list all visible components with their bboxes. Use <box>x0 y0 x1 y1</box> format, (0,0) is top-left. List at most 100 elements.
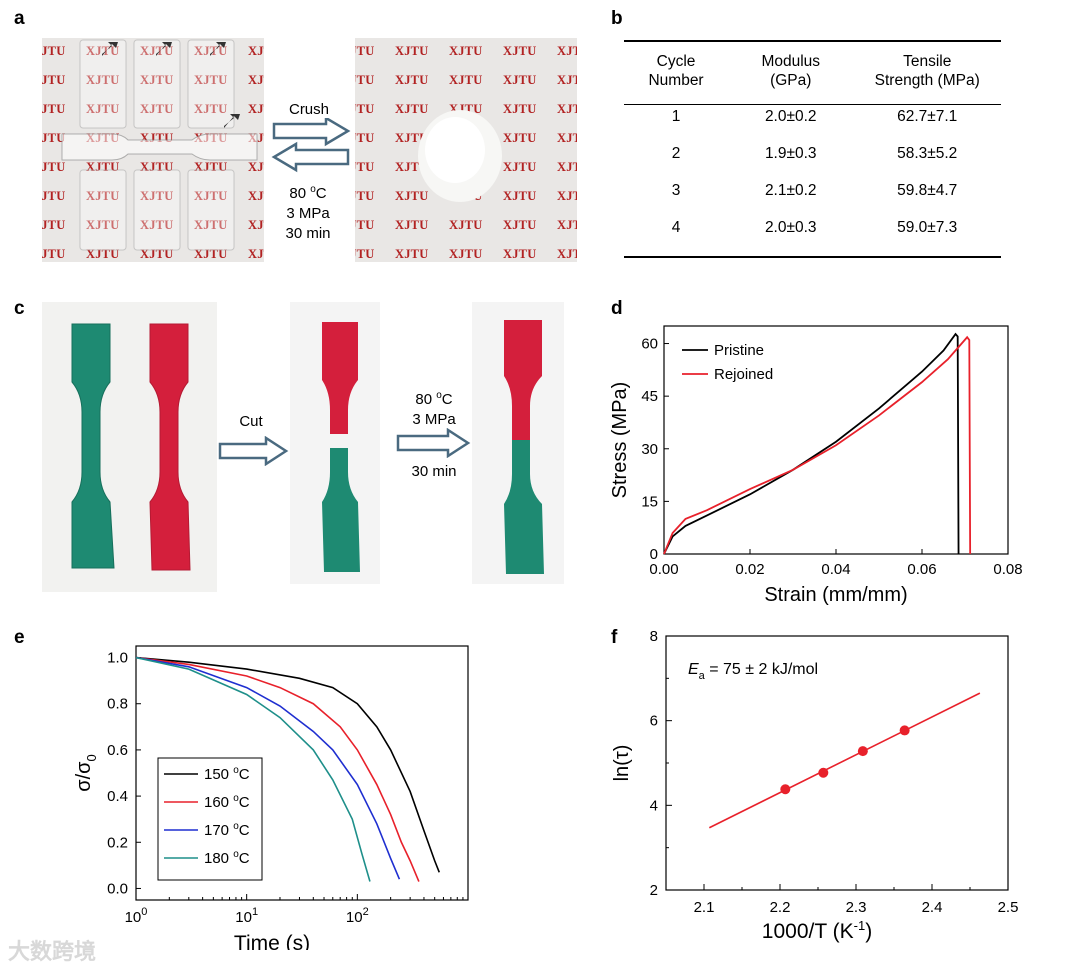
background-text: XJTU <box>140 218 194 233</box>
background-text: XJTU <box>355 160 375 174</box>
legend-label: 170 oC <box>204 821 250 839</box>
panel-label-a: a <box>14 8 25 29</box>
panel-c-temperature: 80 oC <box>392 386 476 410</box>
y-tick-label: 0.0 <box>107 880 128 897</box>
background-text: XJTU <box>248 102 264 116</box>
x-tick-label: 0.08 <box>993 561 1022 578</box>
legend-degree: o <box>233 765 239 776</box>
y-label-subscript: 0 <box>84 754 99 761</box>
y-tick-label: 15 <box>641 493 658 510</box>
y-tick-label: 2 <box>650 882 658 899</box>
x-tick-exponent: 1 <box>252 906 258 918</box>
plot-frame <box>663 325 1009 555</box>
x-tick-label: 0.00 <box>649 561 678 578</box>
background-text: XJTU <box>503 247 537 261</box>
background-text: XJTU <box>42 131 66 145</box>
plot-frame <box>135 645 469 901</box>
crush-arrows <box>271 118 351 173</box>
annotation-symbol: E <box>688 661 699 678</box>
panel-c-temp-unit: C <box>441 391 453 408</box>
data-point <box>857 746 868 757</box>
x-tick-label: 0.02 <box>735 561 764 578</box>
x-axis-label: 1000/T (K-1) <box>762 918 872 943</box>
background-text: XJTU <box>194 44 248 59</box>
transparent-dogbone-shapes <box>61 39 258 251</box>
background-text: XJTU <box>248 73 264 87</box>
background-text: XJTU <box>355 44 375 58</box>
annotation-subscript: a <box>699 670 706 682</box>
y-tick-label: 0.8 <box>107 696 128 713</box>
x-tick-exponent: 0 <box>141 906 147 918</box>
background-text: XJTU <box>449 218 483 232</box>
background-text: XJTU <box>557 247 577 261</box>
background-text: XJTU <box>355 102 375 116</box>
x-tick-base: 10 <box>125 909 142 926</box>
panel-label-b: b <box>611 8 623 29</box>
background-text-row: XJTU XJTU XJTU XJTU XJTU <box>355 218 577 233</box>
background-text: XJTU <box>395 73 429 87</box>
x-tick-label: 2.3 <box>846 899 867 916</box>
rejoined-dogbone <box>504 320 544 574</box>
y-tick-label: 30 <box>641 441 658 458</box>
background-text: XJTU <box>395 218 429 232</box>
background-text: XJTU <box>42 73 66 87</box>
x-tick-exponent: 2 <box>363 906 369 918</box>
watermark: 大数跨境 <box>8 939 97 964</box>
table-mid-rule <box>624 104 1001 105</box>
table-bottom-rule <box>624 256 1001 258</box>
background-text: XJTU <box>395 189 429 203</box>
cut-label: Cut <box>239 413 263 430</box>
y-axis-label: ln(τ) <box>611 745 633 782</box>
background-text: XJTU <box>42 44 66 58</box>
series-line-170 <box>135 656 401 880</box>
background-text: XJTU <box>140 102 194 117</box>
background-text: XJTU <box>248 189 264 203</box>
y-axis-label: Stress (MPa) <box>609 382 631 499</box>
background-text: XJTU <box>503 73 537 87</box>
background-text: XJTU <box>194 102 248 117</box>
background-text: XJTU <box>355 247 375 261</box>
arrhenius-chart: 2.1 2.2 2.3 2.4 2.5 2 4 6 8 1000/T (K-1) ln(τ) Ea =… <box>611 630 1019 943</box>
header-cycle-number: Cycle Number <box>648 53 704 89</box>
photo-green-red-samples <box>42 302 217 592</box>
y-tick-label: 45 <box>641 388 658 405</box>
table-header-row: Cycle Number Modulus (GPa) Tensile Strength… <box>624 48 1001 98</box>
background-text: XJTU <box>557 218 577 232</box>
x-tick-label: 2.4 <box>922 899 943 916</box>
background-text: XJTU <box>140 189 194 204</box>
panel-c-temp-value: 80 <box>415 391 437 408</box>
x-tick-label: 2.5 <box>998 899 1019 916</box>
x-tick-base: 10 <box>346 909 363 926</box>
background-text: XJTU <box>86 102 140 117</box>
background-text: XJTU <box>503 160 537 174</box>
background-text: XJTU <box>557 131 577 145</box>
x-tick-label: 100 <box>125 906 148 926</box>
legend-temp: 170 <box>204 822 233 839</box>
background-text: XJTU <box>355 218 375 232</box>
legend-label: Rejoined <box>714 366 773 383</box>
panel-label-e: e <box>14 627 25 648</box>
background-text: XJTU <box>194 218 248 233</box>
background-text: XJTU <box>42 247 66 261</box>
photo-cut-sample <box>290 302 380 584</box>
panel-a-pressure: 3 MPa <box>286 205 330 222</box>
table-row: 4 2.0±0.3 59.0±7.3 <box>671 218 958 236</box>
y-tick-label: 60 <box>641 336 658 353</box>
panel-label-d: d <box>611 298 623 319</box>
background-text: XJTU <box>86 218 140 233</box>
x-tick-label: 0.06 <box>907 561 936 578</box>
background-text: XJTU <box>503 218 537 232</box>
series-line-rejoined <box>663 335 972 555</box>
y-tick-label: 4 <box>650 797 658 814</box>
background-text: XJTU <box>395 247 429 261</box>
background-text: XJTU <box>42 102 66 116</box>
legend-label: 180 oC <box>204 849 250 867</box>
background-text: XJTU <box>140 73 194 88</box>
